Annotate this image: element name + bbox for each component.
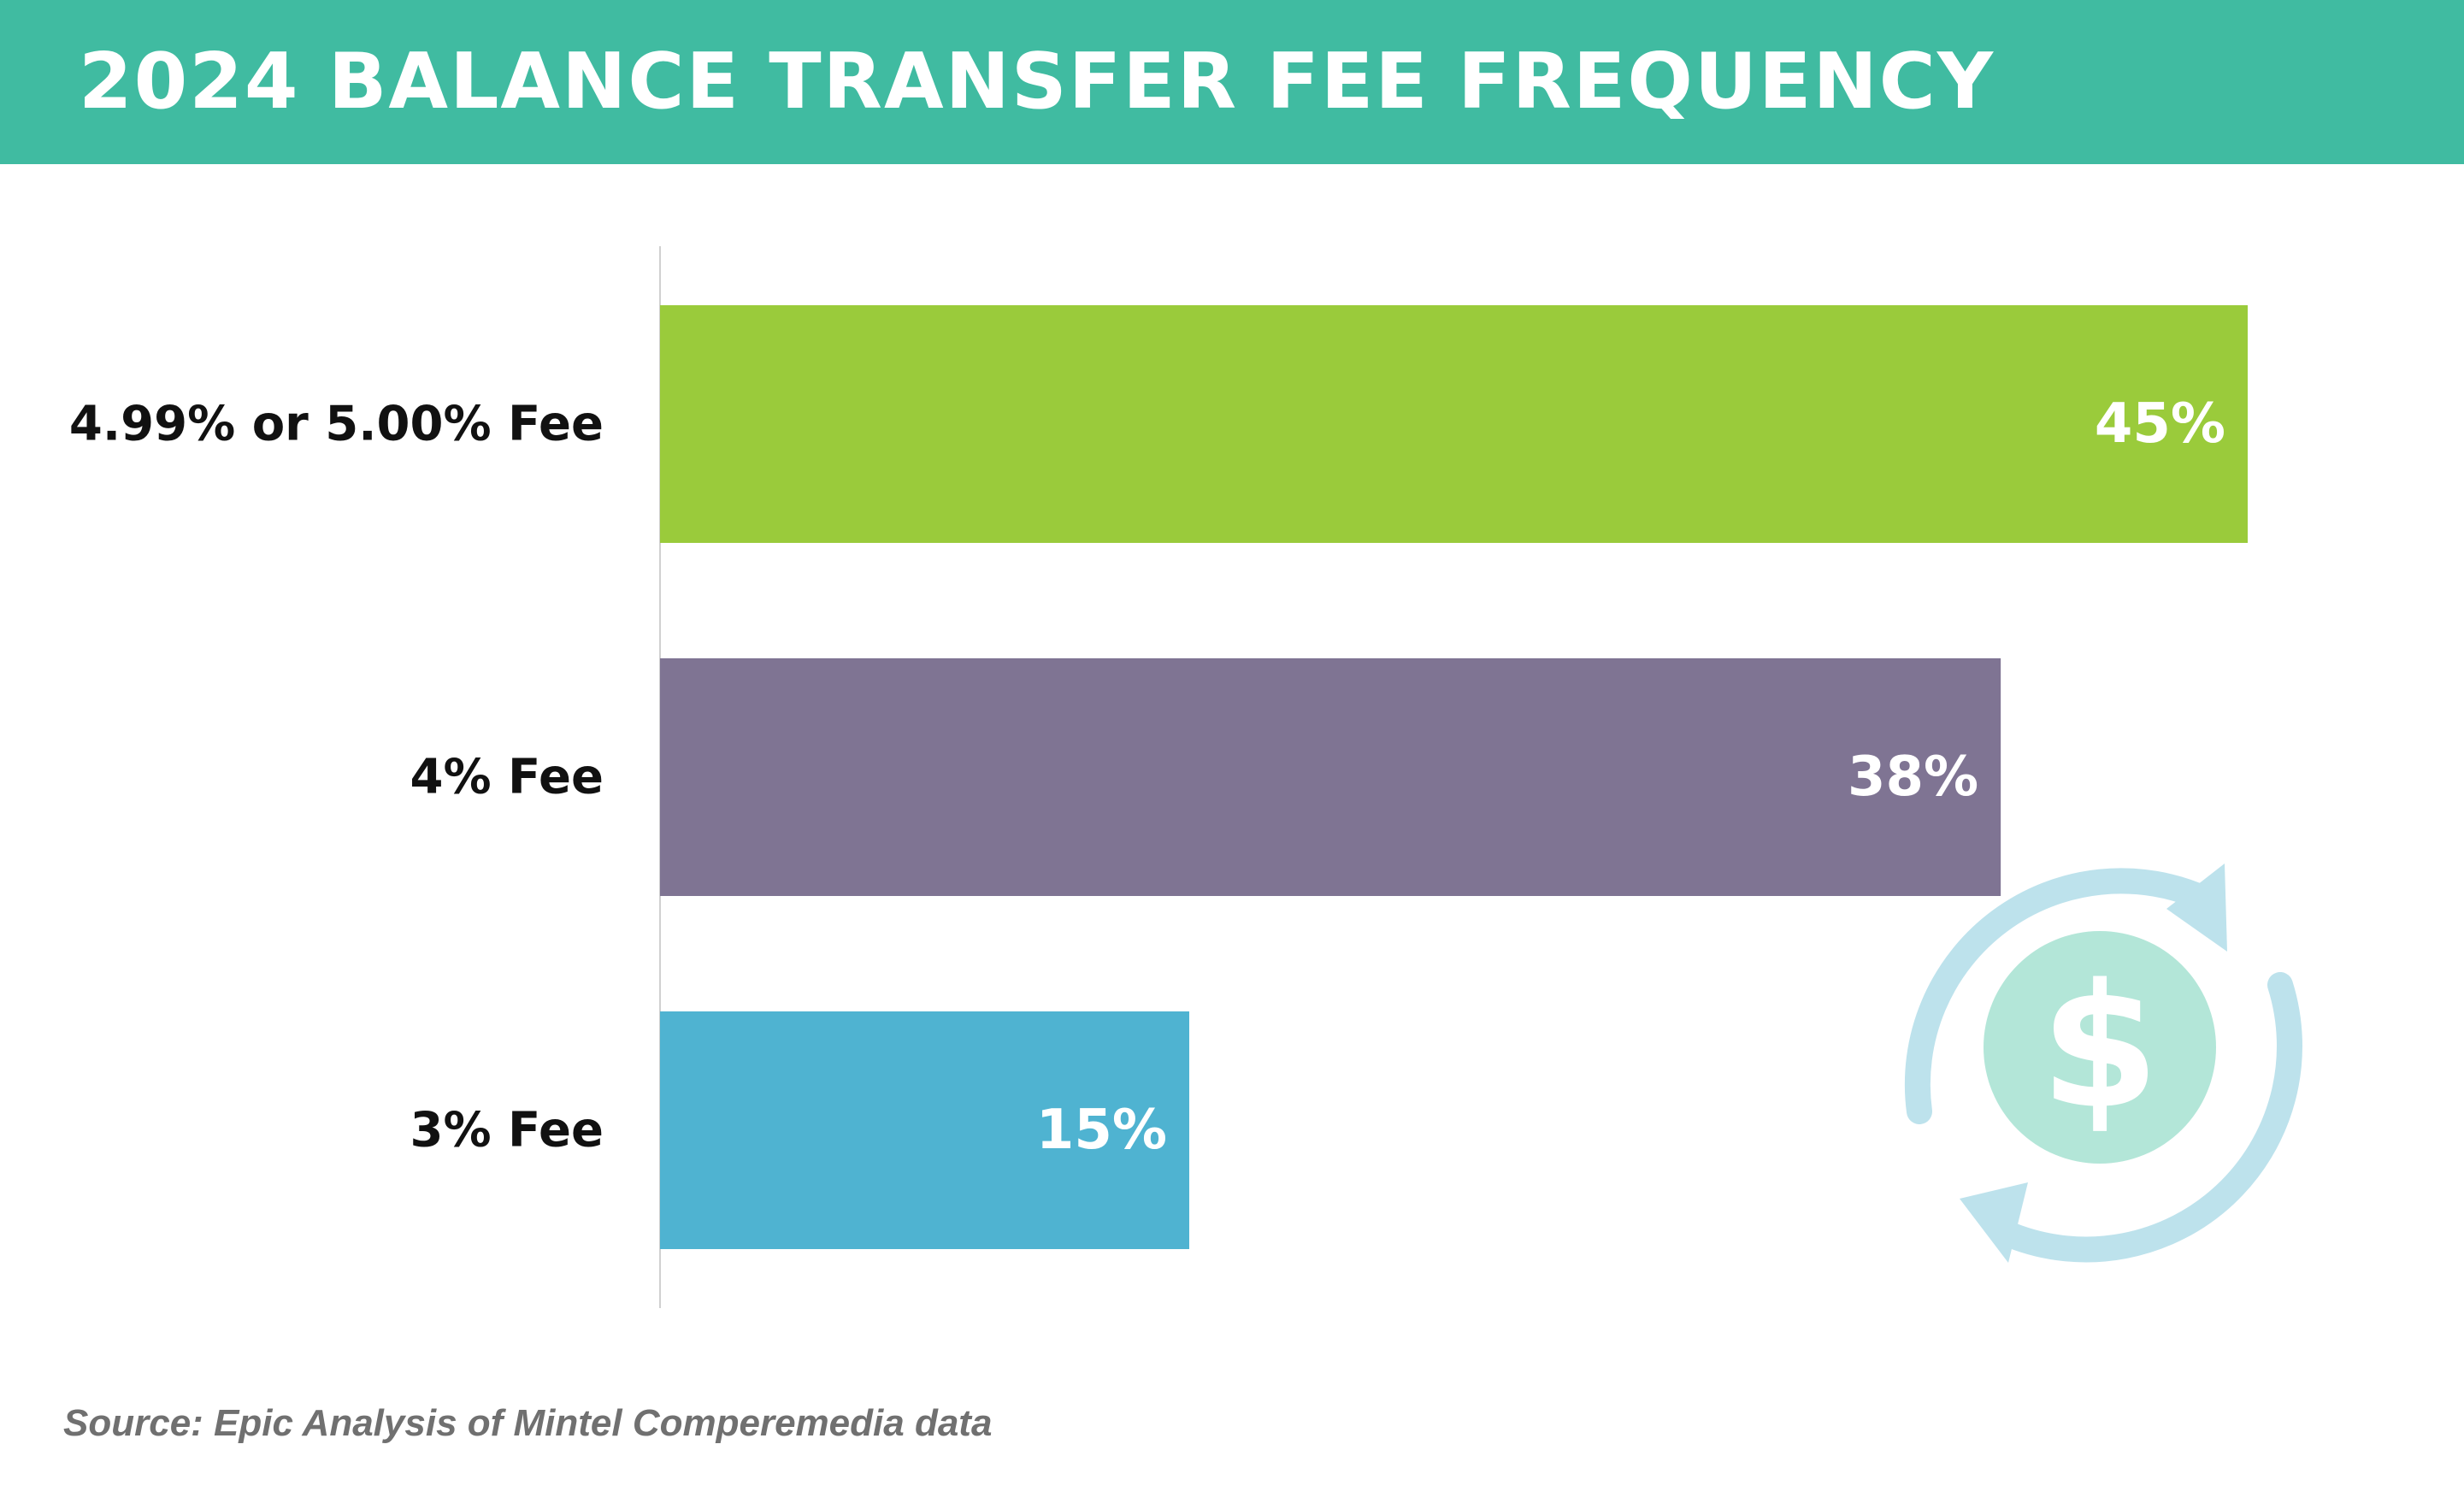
arrow-head-bottom [1960, 1182, 2028, 1263]
bar-1 [660, 305, 2248, 543]
arrow-arc-bottom [1999, 972, 2302, 1263]
value-label-3: 15% [1036, 1099, 1167, 1162]
category-label-2: 4% Fee [410, 750, 604, 805]
value-label-1: 45% [2095, 392, 2225, 456]
arrow-head-top [2166, 864, 2227, 952]
category-label-1: 4.99% or 5.00% Fee [69, 397, 604, 452]
category-label-3: 3% Fee [410, 1103, 604, 1158]
dollar-symbol: $ [2040, 948, 2159, 1147]
value-label-2: 38% [1848, 746, 1978, 809]
dollar-coin [1984, 931, 2216, 1164]
header-bar: 2024 BALANCE TRANSFER FEE FREQUENCY [0, 0, 2464, 164]
dollar-transfer-icon: $ [1904, 864, 2302, 1263]
chart-title: 2024 BALANCE TRANSFER FEE FREQUENCY [79, 37, 1995, 127]
bar-chart: 4.99% or 5.00% Fee 45% 4% Fee 38% 3% Fee 15% [69, 246, 2248, 1308]
arrow-arc-top [1904, 868, 2219, 1124]
bar-2 [660, 658, 2001, 896]
bar-3 [660, 1011, 1189, 1249]
bars-layer: 4.99% or 5.00% Fee 45% 4% Fee 38% 3% Fee 15% [69, 305, 2248, 1249]
source-note: Source: Epic Analysis of Mintel Comperem… [63, 1402, 993, 1444]
